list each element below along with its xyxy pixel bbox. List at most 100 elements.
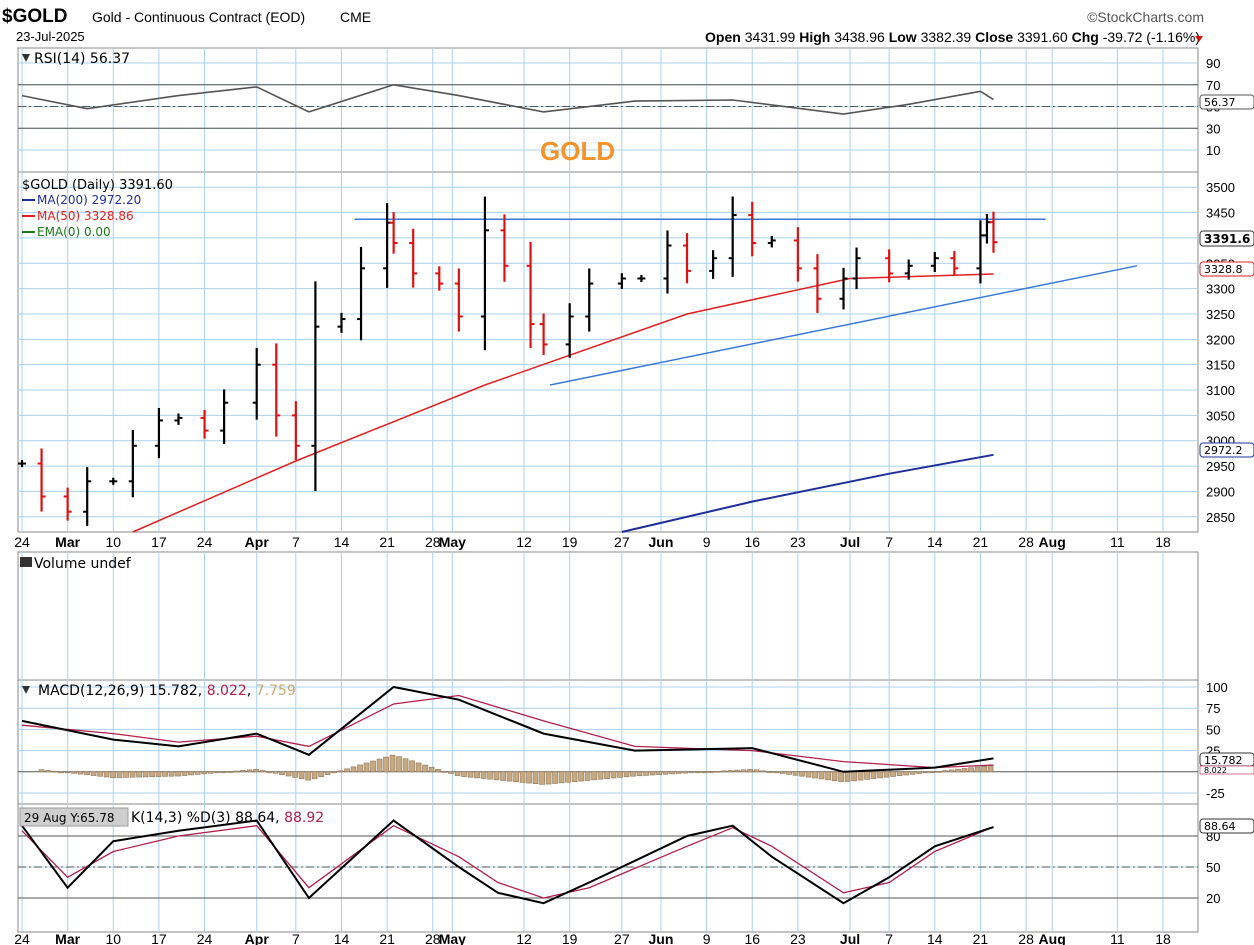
ohlc-bar [174,413,183,425]
macd-hist-bar [662,771,669,775]
macd-legend: MACD(12,26,9) 15.782, 8.022, 7.759 [22,683,296,699]
macd-hist-bar [695,771,701,774]
y-tick-label: 3300 [1206,282,1235,297]
x-tick-label: 27 [614,931,630,945]
macd-hist-bar [318,771,324,777]
macd-hist-bar [402,758,409,773]
macd-hist-bar [961,768,968,773]
volume-label: Volume undef [34,556,132,572]
macd-hist-bar [220,771,227,774]
ma200-line [621,453,994,533]
x-tick-label: 7 [885,534,893,550]
macd-hist-bar [506,771,513,782]
macd-hist-bar [493,771,500,781]
macd-hist-bar [149,771,155,778]
macd-tag: 15.782 [1204,754,1243,767]
value-tags: 56.37 3391.6 3328.8 2972.2 15.782 8.022 … [1199,94,1254,834]
macd-hist-bar [682,771,688,774]
y-tick-label: 3150 [1206,358,1235,373]
macd-hist-bar [58,771,64,774]
macd-hist-bar [422,764,428,773]
y-tick-label: 75 [1206,701,1220,716]
x-tick-label: Jul [840,534,860,550]
macd-hist-bar [955,768,961,773]
macd-hist-bar [597,771,604,780]
chart-header: $GOLD Gold - Continuous Contract (EOD) C… [2,6,1204,45]
exchange: CME [340,9,371,25]
macd-hist-bar [97,771,103,777]
dropdown-icon[interactable] [22,686,30,694]
x-tick-label: Mar [55,534,80,550]
macd-line [21,685,994,773]
macd-hist-bar [974,766,981,773]
x-tick-label: 9 [703,534,711,550]
stoch-tag: 88.64 [1204,820,1236,833]
macd-hist-bar [831,771,838,782]
contract-name: Gold - Continuous Contract (EOD) [92,9,305,25]
macd-hist-bar [753,769,760,773]
macd-hist-bar [636,771,643,777]
ohlc-bar [83,467,92,526]
macd-hist-bar [500,771,506,781]
x-tick-label: 18 [1155,534,1171,550]
macd-hist-bar [480,771,487,779]
macd-hist-bar [896,771,903,777]
x-tick-label: 19 [562,534,578,550]
macd-hist-bar [279,771,285,775]
dropdown-icon[interactable] [22,54,30,62]
macd-hist-bar [175,771,181,777]
ohlc-bar [637,274,646,283]
macd-hist-bar [142,771,149,778]
macd-hist-bar [916,771,922,774]
brand: ©StockCharts.com [1087,9,1204,25]
y-tick-label: 20 [1206,891,1220,906]
x-tick-label: 23 [790,534,806,550]
macd-hist-bar [721,770,727,773]
ohlc-bar [37,448,46,512]
x-tick-label: May [439,931,466,945]
macd-hist-bar [714,770,721,773]
ohlc-bar [950,251,959,276]
macd-hist-bar [701,771,708,774]
overlay-title: GOLD [540,136,615,166]
macd-hist-bar [38,769,45,773]
macd-hist-bar [688,771,695,774]
y-tick-label: 100 [1206,680,1228,695]
plot-content [18,83,1138,905]
macd-hist-bar [877,771,883,779]
macd-hist-bar [116,771,123,778]
stoch-k-line [21,819,994,905]
stoch-d-line [21,824,994,899]
x-tick-label: 28 [425,534,441,550]
macd-hist-bar [903,771,909,776]
macd-hist-bar [857,771,864,781]
x-tick-label: 28 [1018,931,1034,945]
macd-hist-bar [532,771,539,785]
support-line [549,265,1138,386]
ohlc-bar [904,259,913,280]
x-tick-label: 27 [614,534,630,550]
x-tick-label: 11 [1110,534,1125,550]
ohlc-bar [839,267,848,310]
x-tick-label: 28 [425,931,441,945]
x-tick-label: 7 [292,534,300,550]
macd-hist-bar [305,771,311,781]
x-tick-label: 14 [927,534,943,550]
ohlc-bar [813,254,822,313]
macd-hist-bar [214,771,220,774]
macd-hist-bar [734,769,740,773]
ohlc-bar [767,236,776,248]
macd-hist-bar [552,771,558,784]
y-tick-label: 3100 [1206,383,1235,398]
macd-hist-bar [64,771,71,774]
crosshair-tooltip [19,807,129,827]
macd-hist-bar [786,771,792,775]
legend-ema: EMA(0) 0.00 [37,225,111,239]
ohlc-bar [480,196,489,351]
ohlc-bar [154,408,163,459]
macd-hist-bar [643,771,649,776]
y-tick-label: 3050 [1206,408,1235,423]
rsi-tag: 56.37 [1204,96,1236,109]
macd-hist-bar [649,771,656,776]
macd-hist-bar [883,771,890,778]
